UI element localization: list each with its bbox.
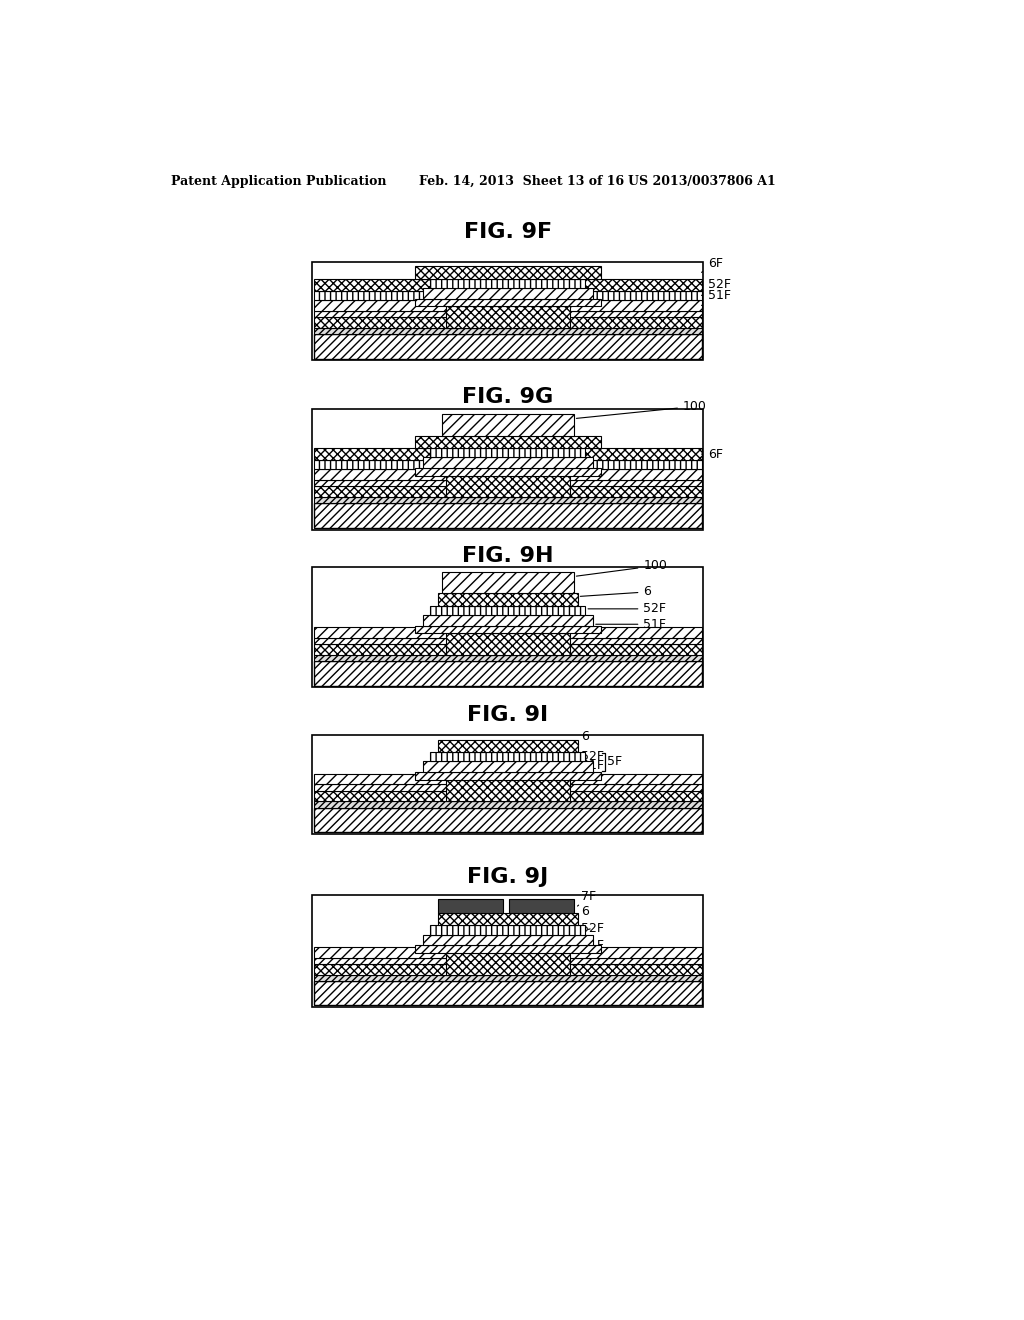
- Bar: [445, 780, 569, 801]
- Bar: [423, 457, 593, 469]
- Bar: [312, 568, 703, 688]
- Text: Feb. 14, 2013  Sheet 13 of 16: Feb. 14, 2013 Sheet 13 of 16: [419, 176, 624, 187]
- Text: FIG. 9F: FIG. 9F: [464, 222, 552, 242]
- Bar: [314, 655, 701, 661]
- Bar: [423, 288, 593, 298]
- Bar: [314, 964, 701, 974]
- Text: FIG. 9I: FIG. 9I: [467, 705, 548, 725]
- Bar: [445, 634, 569, 655]
- Bar: [423, 615, 593, 626]
- Bar: [314, 290, 701, 300]
- Bar: [314, 487, 701, 498]
- Bar: [314, 981, 701, 1006]
- Bar: [314, 638, 701, 644]
- Text: US 2013/0037806 A1: US 2013/0037806 A1: [628, 176, 775, 187]
- Bar: [314, 958, 701, 964]
- Bar: [314, 661, 701, 686]
- Bar: [312, 895, 703, 1007]
- Text: 6F: 6F: [701, 447, 723, 461]
- Text: 6: 6: [581, 585, 651, 598]
- Bar: [415, 436, 601, 447]
- Bar: [314, 447, 701, 461]
- Bar: [314, 627, 701, 638]
- Text: FIG. 9H: FIG. 9H: [462, 546, 554, 566]
- Text: 52F: 52F: [582, 750, 604, 763]
- Bar: [314, 774, 701, 784]
- Bar: [314, 327, 701, 334]
- Bar: [314, 480, 701, 487]
- Bar: [314, 312, 701, 317]
- Bar: [430, 279, 586, 288]
- Bar: [312, 735, 703, 834]
- Bar: [314, 470, 701, 480]
- Bar: [314, 498, 701, 503]
- Bar: [445, 475, 569, 498]
- Bar: [509, 899, 574, 913]
- Bar: [415, 626, 601, 634]
- Bar: [442, 414, 573, 436]
- Bar: [430, 447, 586, 457]
- Bar: [314, 791, 701, 801]
- Bar: [430, 752, 586, 762]
- Text: 6: 6: [578, 730, 589, 746]
- Bar: [430, 925, 586, 935]
- Bar: [415, 267, 601, 279]
- Text: 6F: 6F: [701, 256, 723, 272]
- Bar: [314, 300, 701, 312]
- Bar: [314, 946, 701, 958]
- Text: 52F: 52F: [582, 921, 604, 935]
- Text: 7F: 7F: [578, 890, 597, 906]
- Bar: [415, 945, 601, 953]
- Text: FIG. 9J: FIG. 9J: [467, 867, 549, 887]
- Bar: [423, 935, 593, 945]
- Bar: [442, 572, 573, 594]
- Text: 52F: 52F: [701, 279, 731, 296]
- Bar: [438, 899, 503, 913]
- Bar: [438, 594, 578, 606]
- Text: 5F: 5F: [607, 755, 622, 768]
- Text: FIG. 9G: FIG. 9G: [462, 387, 553, 407]
- Bar: [314, 317, 701, 327]
- Bar: [438, 739, 578, 752]
- Text: 51F: 51F: [582, 939, 604, 952]
- Text: Patent Application Publication: Patent Application Publication: [171, 176, 386, 187]
- Bar: [314, 974, 701, 981]
- Bar: [430, 606, 586, 615]
- Bar: [415, 469, 601, 475]
- Bar: [438, 913, 578, 925]
- Bar: [415, 772, 601, 780]
- Bar: [314, 461, 701, 470]
- Text: 100: 100: [577, 400, 707, 418]
- Bar: [312, 261, 703, 360]
- Text: 51F: 51F: [596, 618, 667, 631]
- Bar: [314, 784, 701, 791]
- Bar: [312, 409, 703, 529]
- Bar: [445, 306, 569, 327]
- Bar: [314, 279, 701, 290]
- Bar: [314, 808, 701, 832]
- Bar: [445, 953, 569, 974]
- Bar: [314, 801, 701, 808]
- Bar: [314, 644, 701, 655]
- Bar: [423, 762, 593, 772]
- Text: 6: 6: [578, 906, 589, 917]
- Bar: [415, 298, 601, 306]
- Bar: [314, 334, 701, 359]
- Text: 51F: 51F: [582, 759, 604, 772]
- Bar: [314, 503, 701, 528]
- Text: 100: 100: [577, 560, 668, 576]
- Text: 51F: 51F: [701, 289, 731, 305]
- Text: 52F: 52F: [588, 602, 667, 615]
